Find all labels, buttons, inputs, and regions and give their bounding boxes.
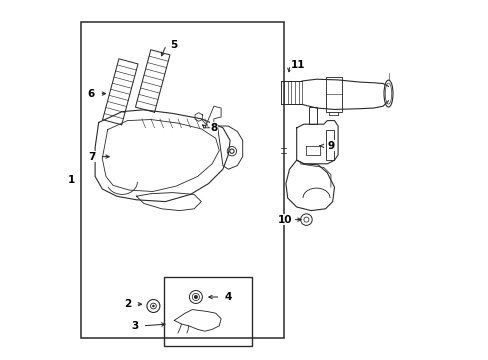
Text: 3: 3 [131,321,138,331]
Bar [81,22,284,338]
Circle shape [194,296,197,298]
Circle shape [152,305,154,307]
Text: 5: 5 [170,40,178,50]
Text: 4: 4 [224,292,231,302]
Text: 7: 7 [88,152,95,162]
Bar [325,130,333,160]
Text: 9: 9 [326,141,334,151]
Bar [325,77,341,112]
Text: 1: 1 [67,175,75,185]
Bar [163,277,251,346]
Text: 8: 8 [210,123,217,133]
Text: 10: 10 [277,215,291,225]
Text: 6: 6 [88,89,95,99]
Text: 11: 11 [290,60,305,70]
Text: 2: 2 [123,299,131,309]
Bar [308,107,317,124]
